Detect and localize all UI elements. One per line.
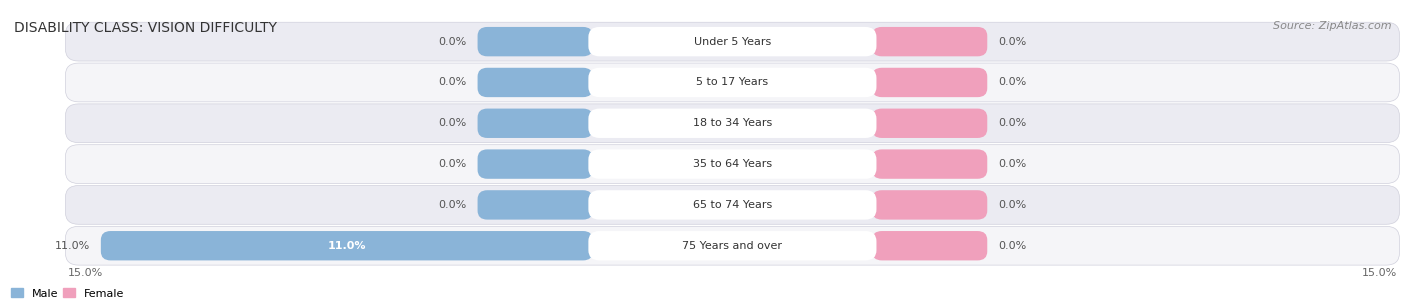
FancyBboxPatch shape <box>66 185 1399 224</box>
FancyBboxPatch shape <box>66 145 1399 184</box>
Text: 0.0%: 0.0% <box>439 77 467 88</box>
Text: 15.0%: 15.0% <box>67 268 103 278</box>
Text: 35 to 64 Years: 35 to 64 Years <box>693 159 772 169</box>
FancyBboxPatch shape <box>872 231 987 260</box>
FancyBboxPatch shape <box>478 68 593 97</box>
Text: 65 to 74 Years: 65 to 74 Years <box>693 200 772 210</box>
Text: Under 5 Years: Under 5 Years <box>693 37 770 47</box>
Text: 0.0%: 0.0% <box>998 37 1026 47</box>
Text: 18 to 34 Years: 18 to 34 Years <box>693 118 772 128</box>
FancyBboxPatch shape <box>872 190 987 220</box>
FancyBboxPatch shape <box>66 226 1399 265</box>
Text: 75 Years and over: 75 Years and over <box>682 241 782 251</box>
Text: DISABILITY CLASS: VISION DIFFICULTY: DISABILITY CLASS: VISION DIFFICULTY <box>14 21 277 35</box>
FancyBboxPatch shape <box>66 104 1399 143</box>
FancyBboxPatch shape <box>478 27 593 56</box>
Text: 15.0%: 15.0% <box>1362 268 1398 278</box>
FancyBboxPatch shape <box>478 149 593 179</box>
Text: 0.0%: 0.0% <box>439 37 467 47</box>
FancyBboxPatch shape <box>588 109 876 138</box>
FancyBboxPatch shape <box>478 190 593 220</box>
FancyBboxPatch shape <box>872 27 987 56</box>
FancyBboxPatch shape <box>101 231 593 260</box>
FancyBboxPatch shape <box>478 109 593 138</box>
Text: Source: ZipAtlas.com: Source: ZipAtlas.com <box>1274 21 1392 32</box>
FancyBboxPatch shape <box>66 22 1399 61</box>
Text: 0.0%: 0.0% <box>998 159 1026 169</box>
Legend: Male, Female: Male, Female <box>7 284 128 303</box>
Text: 0.0%: 0.0% <box>439 118 467 128</box>
Text: 0.0%: 0.0% <box>998 200 1026 210</box>
Text: 11.0%: 11.0% <box>55 241 90 251</box>
Text: 0.0%: 0.0% <box>439 159 467 169</box>
Text: 0.0%: 0.0% <box>998 118 1026 128</box>
FancyBboxPatch shape <box>588 231 876 260</box>
Text: 5 to 17 Years: 5 to 17 Years <box>696 77 769 88</box>
FancyBboxPatch shape <box>588 149 876 179</box>
FancyBboxPatch shape <box>66 63 1399 102</box>
FancyBboxPatch shape <box>588 68 876 97</box>
FancyBboxPatch shape <box>872 149 987 179</box>
FancyBboxPatch shape <box>588 190 876 220</box>
Text: 0.0%: 0.0% <box>998 77 1026 88</box>
Text: 0.0%: 0.0% <box>998 241 1026 251</box>
FancyBboxPatch shape <box>872 109 987 138</box>
FancyBboxPatch shape <box>872 68 987 97</box>
FancyBboxPatch shape <box>588 27 876 56</box>
Text: 11.0%: 11.0% <box>328 241 366 251</box>
Text: 0.0%: 0.0% <box>439 200 467 210</box>
